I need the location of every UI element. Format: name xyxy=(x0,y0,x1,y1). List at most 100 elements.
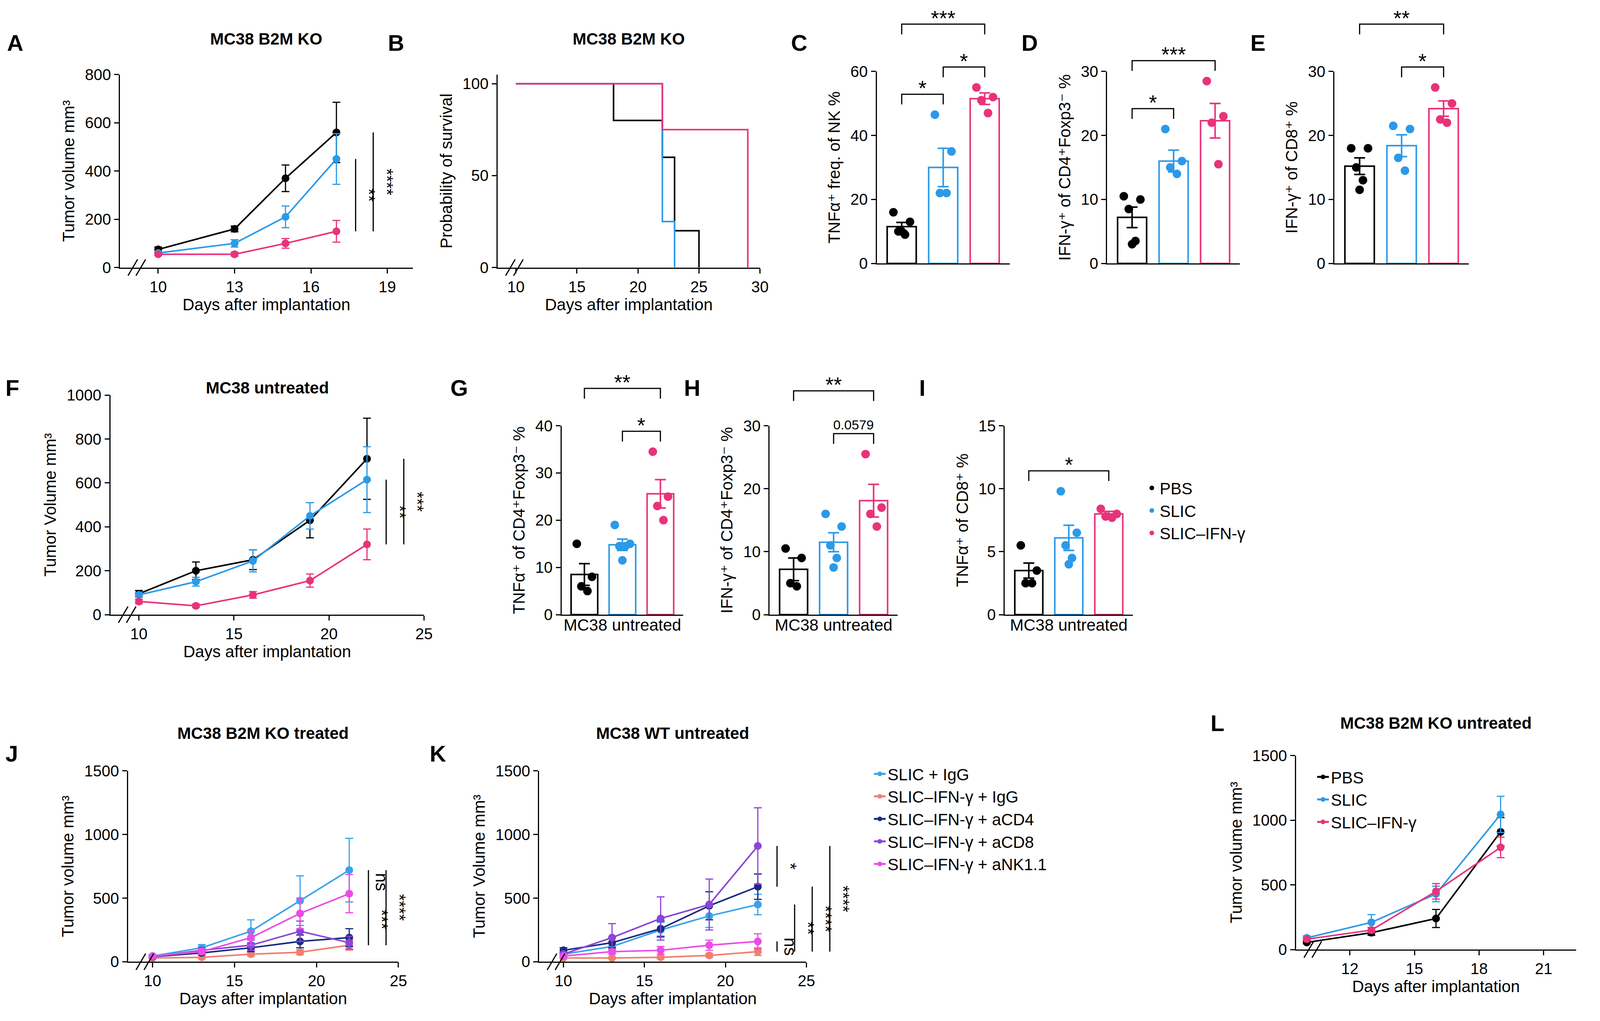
svg-text:****: **** xyxy=(389,893,409,921)
svg-text:**: ** xyxy=(1393,6,1410,30)
svg-text:10: 10 xyxy=(143,971,162,990)
svg-text:SLIC–IFN-γ: SLIC–IFN-γ xyxy=(1159,524,1246,543)
svg-text:J: J xyxy=(5,740,18,767)
svg-text:20: 20 xyxy=(535,511,553,529)
svg-text:1000: 1000 xyxy=(1252,811,1288,829)
svg-text:10: 10 xyxy=(1080,190,1099,208)
svg-text:200: 200 xyxy=(75,562,102,580)
svg-text:800: 800 xyxy=(75,430,102,448)
svg-text:800: 800 xyxy=(84,66,111,84)
svg-text:Days after implantation: Days after implantation xyxy=(182,295,351,314)
svg-text:200: 200 xyxy=(84,210,111,228)
svg-text:***: *** xyxy=(1161,42,1186,67)
svg-text:*: * xyxy=(780,862,800,870)
svg-text:10: 10 xyxy=(554,971,573,990)
svg-text:MC38 untreated: MC38 untreated xyxy=(1010,615,1128,634)
svg-text:13: 13 xyxy=(225,278,244,296)
svg-text:20: 20 xyxy=(307,971,326,990)
svg-text:15: 15 xyxy=(978,417,997,435)
svg-text:0: 0 xyxy=(1089,254,1099,272)
svg-text:L: L xyxy=(1210,710,1225,736)
svg-text:MC38 B2M KO: MC38 B2M KO xyxy=(572,29,685,49)
svg-text:40: 40 xyxy=(535,417,553,435)
svg-text:600: 600 xyxy=(75,474,102,492)
svg-text:D: D xyxy=(1021,30,1038,56)
svg-text:0: 0 xyxy=(858,254,868,272)
svg-text:0: 0 xyxy=(521,952,531,970)
svg-text:TNFα⁺ of CD8⁺ %: TNFα⁺ of CD8⁺ % xyxy=(953,453,972,587)
svg-text:60: 60 xyxy=(850,62,868,81)
svg-text:SLIC: SLIC xyxy=(1330,790,1368,809)
svg-text:10: 10 xyxy=(978,480,997,498)
svg-text:21: 21 xyxy=(1535,959,1553,977)
svg-text:10: 10 xyxy=(535,558,553,576)
svg-text:*: * xyxy=(1148,90,1158,115)
svg-text:Days after implantation: Days after implantation xyxy=(179,989,348,1008)
svg-text:Days after implantation: Days after implantation xyxy=(183,642,352,661)
svg-text:G: G xyxy=(450,375,468,401)
svg-text:Days after implantation: Days after implantation xyxy=(1351,976,1520,996)
svg-text:A: A xyxy=(7,30,24,56)
svg-text:0.0579: 0.0579 xyxy=(833,417,874,433)
svg-text:K: K xyxy=(429,740,447,767)
svg-text:1500: 1500 xyxy=(84,762,120,780)
svg-text:0: 0 xyxy=(102,258,111,277)
svg-text:10: 10 xyxy=(507,278,525,296)
svg-text:20: 20 xyxy=(850,190,868,208)
svg-text:30: 30 xyxy=(743,417,761,435)
svg-text:50: 50 xyxy=(471,166,489,184)
svg-text:19: 19 xyxy=(378,278,397,296)
svg-text:30: 30 xyxy=(535,464,553,482)
svg-text:E: E xyxy=(1250,30,1266,56)
svg-text:1500: 1500 xyxy=(1252,746,1288,765)
svg-text:ns: ns xyxy=(780,937,800,956)
svg-text:H: H xyxy=(683,375,701,401)
svg-text:20: 20 xyxy=(629,278,647,296)
svg-text:500: 500 xyxy=(504,889,531,907)
svg-text:10: 10 xyxy=(743,542,761,561)
svg-text:SLIC–IFN-γ: SLIC–IFN-γ xyxy=(1330,813,1417,832)
svg-text:5: 5 xyxy=(987,542,996,561)
svg-text:IFN-γ⁺ of CD4⁺Foxp3⁻ %: IFN-γ⁺ of CD4⁺Foxp3⁻ % xyxy=(1055,74,1074,261)
svg-text:40: 40 xyxy=(850,126,868,145)
svg-text:20: 20 xyxy=(320,625,338,643)
svg-text:Tumor volume mm³: Tumor volume mm³ xyxy=(1226,781,1246,924)
svg-text:1500: 1500 xyxy=(495,762,531,780)
svg-text:0: 0 xyxy=(543,605,553,624)
svg-text:16: 16 xyxy=(302,278,320,296)
svg-text:25: 25 xyxy=(389,971,408,990)
svg-text:1000: 1000 xyxy=(66,386,102,404)
svg-text:Tumor Volume mm³: Tumor Volume mm³ xyxy=(469,794,489,938)
svg-text:TNFα⁺ of CD4⁺Foxp3⁻ %: TNFα⁺ of CD4⁺Foxp3⁻ % xyxy=(509,426,529,615)
svg-text:Days after implantation: Days after implantation xyxy=(544,295,713,314)
svg-text:600: 600 xyxy=(84,114,111,132)
svg-text:30: 30 xyxy=(1308,62,1326,81)
svg-text:PBS: PBS xyxy=(1330,768,1364,787)
svg-text:MC38 untreated: MC38 untreated xyxy=(205,378,329,397)
svg-text:**: ** xyxy=(825,372,842,397)
svg-text:B: B xyxy=(387,30,405,56)
svg-text:PBS: PBS xyxy=(1159,479,1193,498)
svg-text:MC38 WT untreated: MC38 WT untreated xyxy=(596,723,750,743)
svg-text:Probability of survival: Probability of survival xyxy=(437,93,456,249)
svg-text:10: 10 xyxy=(1308,190,1326,208)
svg-text:SLIC + IgG: SLIC + IgG xyxy=(887,765,970,784)
svg-text:400: 400 xyxy=(75,517,102,536)
svg-text:***: *** xyxy=(930,6,956,30)
svg-text:20: 20 xyxy=(716,971,735,990)
svg-text:**: ** xyxy=(390,505,410,519)
svg-text:SLIC–IFN-γ + aCD4: SLIC–IFN-γ + aCD4 xyxy=(887,810,1034,829)
svg-text:IFN-γ⁺ of CD4⁺Foxp3⁻ %: IFN-γ⁺ of CD4⁺Foxp3⁻ % xyxy=(717,426,736,614)
svg-text:20: 20 xyxy=(1080,126,1099,145)
svg-text:Tumor volume mm³: Tumor volume mm³ xyxy=(58,795,77,937)
svg-text:0: 0 xyxy=(987,605,996,624)
svg-text:25: 25 xyxy=(415,625,433,643)
svg-text:*: * xyxy=(959,49,968,73)
svg-text:MC38 B2M KO treated: MC38 B2M KO treated xyxy=(177,723,349,743)
svg-text:500: 500 xyxy=(92,889,120,907)
svg-text:30: 30 xyxy=(751,278,769,296)
svg-text:SLIC–IFN-γ + IgG: SLIC–IFN-γ + IgG xyxy=(887,787,1019,806)
svg-text:0: 0 xyxy=(480,258,489,277)
svg-text:MC38 untreated: MC38 untreated xyxy=(774,615,893,634)
svg-text:15: 15 xyxy=(635,971,654,990)
